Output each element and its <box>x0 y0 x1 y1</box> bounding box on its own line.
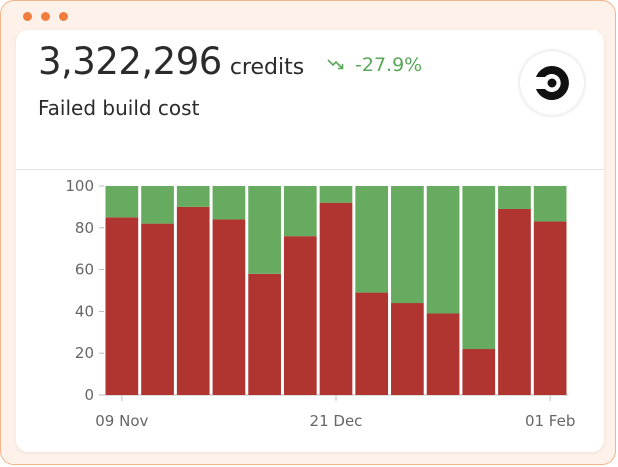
trend-value: -27.9% <box>355 54 423 76</box>
bar-segment[interactable] <box>176 186 210 207</box>
bar-segment[interactable] <box>533 186 567 222</box>
window-dot-icon[interactable] <box>59 12 68 21</box>
bar-segment[interactable] <box>498 186 531 209</box>
y-tick-label: 20 <box>75 344 94 362</box>
bar-segment[interactable] <box>391 186 424 304</box>
bar-segment[interactable] <box>355 186 389 293</box>
y-tick-label: 60 <box>75 261 94 279</box>
bar-segment[interactable] <box>319 202 353 395</box>
card-divider <box>16 169 604 170</box>
bar-segment[interactable] <box>391 303 424 395</box>
bar-segment[interactable] <box>283 186 317 237</box>
window-controls <box>23 12 68 21</box>
bar-segment[interactable] <box>141 223 174 395</box>
bar-segment[interactable] <box>248 273 281 395</box>
bar-segment[interactable] <box>462 349 496 395</box>
window-dot-icon[interactable] <box>23 12 32 21</box>
y-tick-label: 100 <box>65 177 94 195</box>
x-tick-label: 01 Feb <box>525 412 575 430</box>
metric-card: 3,322,296 credits -27.9% Failed build co… <box>16 30 604 452</box>
bar-segment[interactable] <box>462 186 496 350</box>
metric-unit: credits <box>229 55 305 80</box>
x-tick-label: 21 Dec <box>310 412 363 430</box>
bar-segment[interactable] <box>498 208 531 395</box>
bar-segment[interactable] <box>248 186 281 274</box>
bar-segment[interactable] <box>212 186 246 220</box>
trend-indicator: -27.9% <box>327 54 422 76</box>
metric-header: 3,322,296 credits <box>38 40 304 83</box>
stacked-bar-chart: 0 20 40 60 80 100 09 Nov 21 Dec 01 Feb <box>65 177 575 430</box>
bar-segment[interactable] <box>105 186 139 218</box>
window-dot-icon[interactable] <box>41 12 50 21</box>
bar-segment[interactable] <box>533 221 567 395</box>
bar-segment[interactable] <box>283 236 317 395</box>
bar-segment[interactable] <box>426 186 460 314</box>
metric-value: 3,322,296 <box>38 40 222 83</box>
chart-area: 0 20 40 60 80 100 09 Nov 21 Dec 01 Feb <box>16 170 604 452</box>
bar-segment[interactable] <box>105 217 139 395</box>
bar-segment[interactable] <box>319 186 353 203</box>
bar-segment[interactable] <box>212 219 246 395</box>
y-tick-label: 40 <box>75 302 94 320</box>
bar-segment[interactable] <box>176 206 210 395</box>
bar-segment[interactable] <box>355 292 389 395</box>
y-tick-label: 80 <box>75 219 94 237</box>
x-tick-label: 09 Nov <box>95 412 148 430</box>
metric-label: Failed build cost <box>38 96 200 120</box>
y-tick-label: 0 <box>84 386 94 404</box>
bar-segment[interactable] <box>426 313 460 395</box>
bar-segment[interactable] <box>141 186 174 224</box>
trending-down-icon <box>327 59 344 70</box>
circleci-logo-icon <box>520 51 584 115</box>
